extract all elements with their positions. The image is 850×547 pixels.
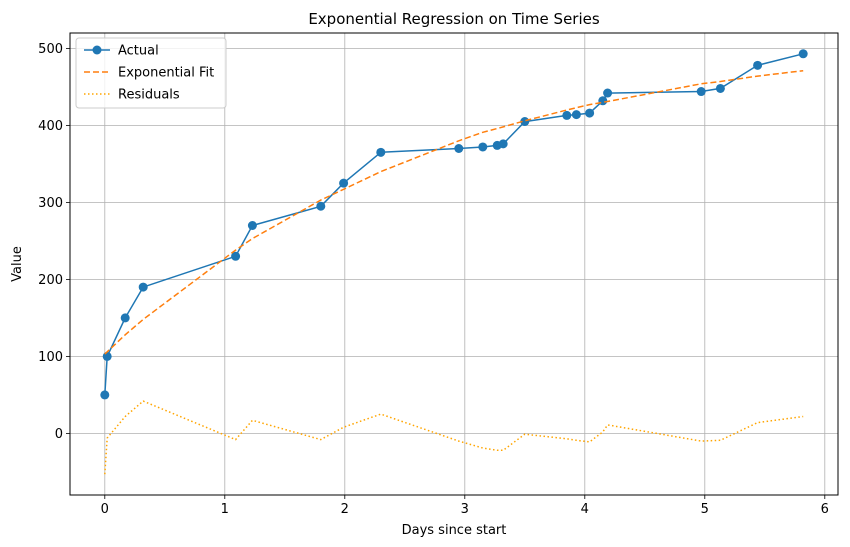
actual-point [339,178,349,188]
actual-point [231,251,241,261]
residuals-line [104,400,804,475]
actual-point [102,351,112,361]
actual-point [598,96,608,106]
actual-point [247,221,257,230]
actual-point [753,60,763,70]
x-tick-label: 1 [221,502,229,517]
series-layer [100,49,808,475]
legend-label: Actual [118,44,159,59]
actual-point [585,108,595,118]
x-tick-label: 5 [701,502,709,517]
legend-label: Exponential Fit [118,66,214,81]
fit-line [104,69,804,355]
legend-marker [92,45,102,55]
actual-point [138,282,148,292]
actual-point [696,87,706,97]
y-tick-label: 400 [38,119,63,134]
y-tick-label: 100 [38,350,63,365]
plot-frame [69,32,839,496]
actual-point [478,142,488,152]
x-axis-label: Days since start [402,523,507,538]
x-axis: 0 1 2 3 4 5 6 [101,495,829,517]
x-tick-label: 0 [101,502,109,517]
y-axis: 0 100 200 300 400 500 [38,42,70,442]
actual-point [498,139,508,149]
y-tick-label: 300 [38,196,63,211]
grid [70,33,838,495]
legend-box [75,37,227,109]
actual-point [603,88,613,98]
y-tick-label: 500 [38,42,63,57]
actual-point [571,110,581,120]
x-tick-label: 6 [821,502,829,517]
plot-background [70,33,838,495]
y-tick-label: 200 [38,273,63,288]
actual-point [120,313,130,323]
actual-point [520,117,530,127]
actual-point [376,147,386,157]
actual-point [316,201,326,211]
y-axis-label: Value [10,246,25,282]
legend-label: Residuals [118,88,180,103]
x-tick-label: 3 [461,502,469,517]
actual-point [715,83,725,93]
x-tick-label: 4 [581,502,589,517]
legend: Actual Exponential Fit Residuals [75,37,227,109]
actual-point [798,49,808,59]
chart-title: Exponential Regression on Time Series [308,10,600,28]
actual-point [100,390,110,400]
actual-point [562,110,572,120]
x-tick-label: 2 [341,502,349,517]
actual-point [454,144,464,153]
y-tick-label: 0 [55,427,63,442]
